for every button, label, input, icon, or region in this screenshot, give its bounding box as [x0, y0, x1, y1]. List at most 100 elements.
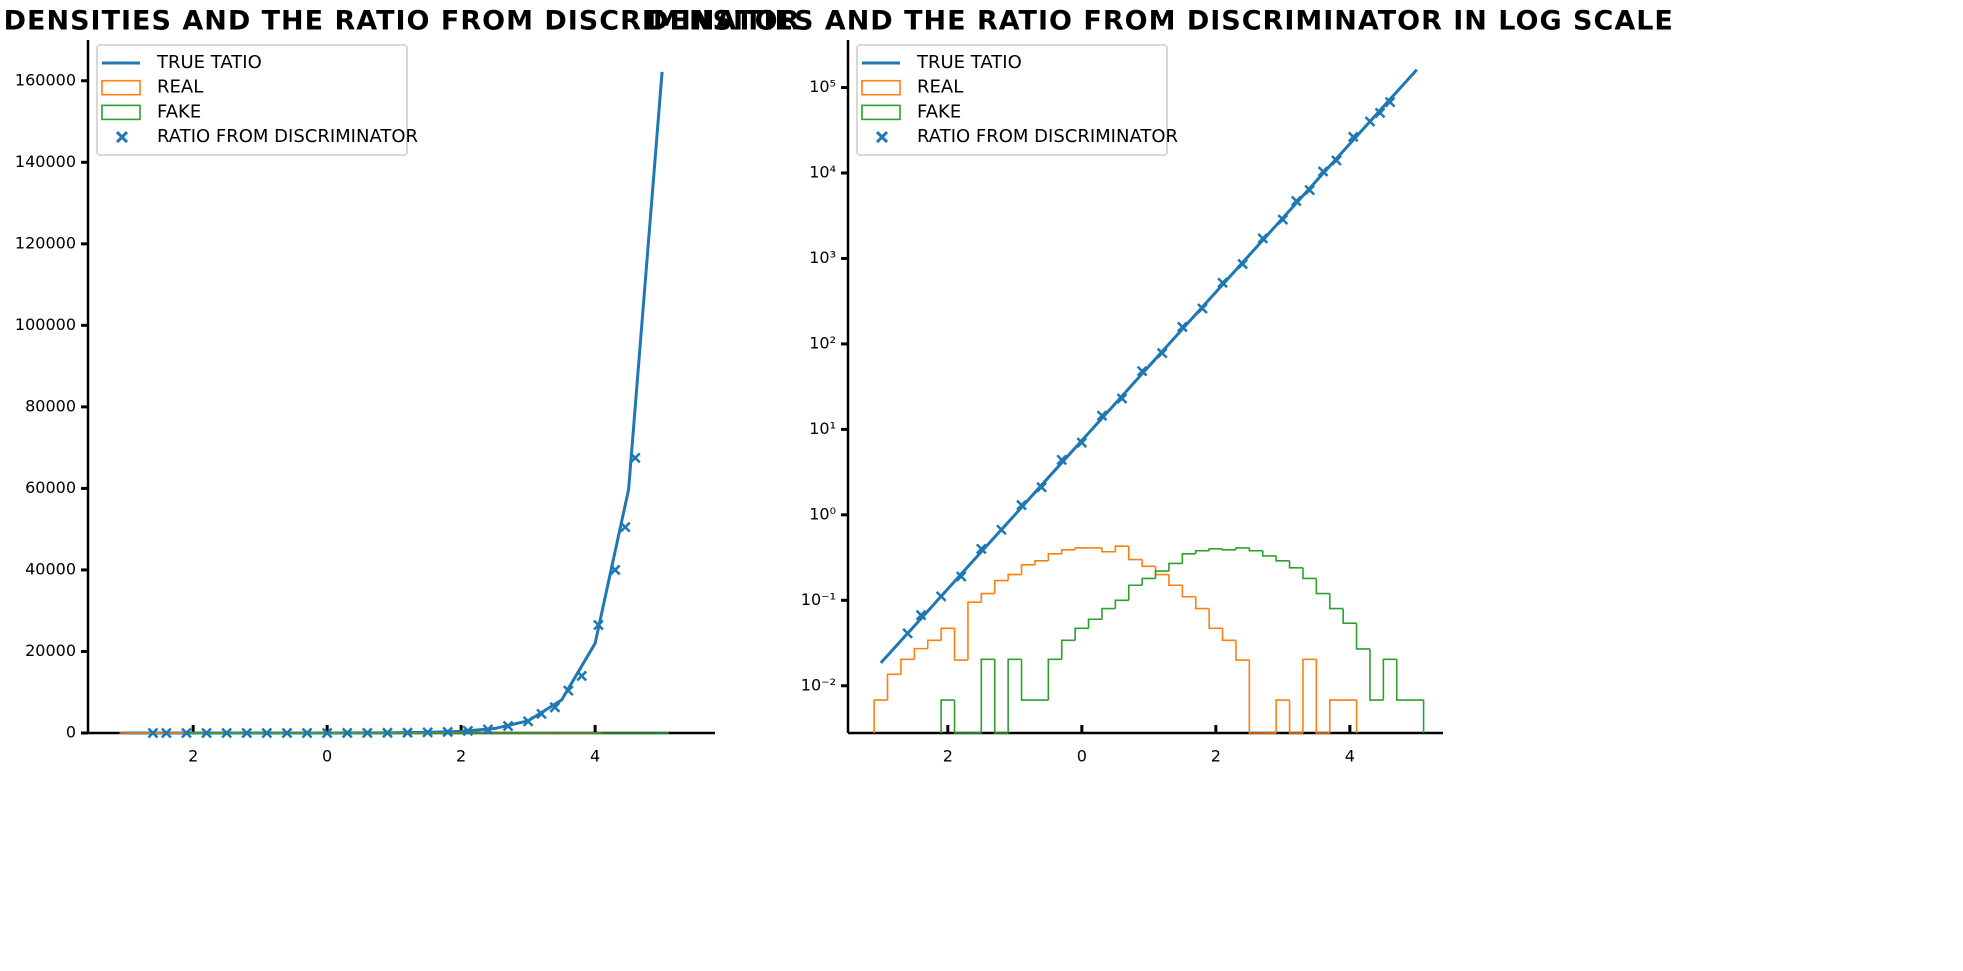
scatter-point	[442, 726, 454, 738]
scatter-point	[915, 609, 927, 621]
histogram-step	[1355, 623, 1370, 650]
histogram-step	[1315, 659, 1330, 734]
histogram-step	[1343, 699, 1358, 733]
x-tick-label: 2	[456, 747, 466, 766]
scatter-point	[1384, 96, 1396, 108]
histogram-step	[1114, 599, 1129, 609]
histogram-step	[1060, 639, 1076, 660]
y-tick-label: 60000	[25, 478, 76, 497]
histogram-step	[993, 579, 1009, 594]
scatter-point	[221, 727, 233, 739]
scatter-point	[619, 521, 631, 533]
y-tick-label: 10⁵	[809, 77, 836, 96]
y-tick-label: 10²	[809, 333, 836, 352]
scatter-point	[382, 727, 393, 739]
histogram-step	[1007, 658, 1022, 733]
histogram-step	[900, 658, 915, 675]
y-tick-label: 10⁻¹	[801, 590, 836, 609]
x-tick-label: 2	[943, 747, 953, 766]
scatter-point	[1331, 155, 1342, 166]
histogram-step	[1060, 548, 1076, 554]
scatter-point	[1096, 410, 1108, 421]
scatter-point	[1374, 107, 1386, 119]
legend-label: TRUE TATIO	[916, 52, 1022, 73]
histogram-step	[1087, 618, 1102, 629]
histogram-step	[886, 673, 901, 701]
scatter-point	[1016, 499, 1027, 511]
y-tick-label: 10⁰	[809, 504, 836, 523]
scatter-point	[536, 708, 547, 720]
histogram-step	[1261, 550, 1277, 557]
scatter-point	[935, 591, 947, 602]
legend-box	[856, 44, 1168, 156]
histogram-step	[1288, 700, 1303, 734]
y-tick-label: 0	[66, 723, 76, 742]
legend-label: RATIO FROM DISCRIMINATOR	[157, 126, 418, 147]
y-tick-label: 160000	[15, 70, 76, 89]
legend-patch	[861, 79, 901, 96]
histogram-step	[1275, 555, 1290, 562]
scatter-point	[341, 727, 353, 739]
y-tick-label: 120000	[15, 233, 76, 252]
scatter-point	[1197, 303, 1208, 314]
histogram-step	[1181, 585, 1196, 598]
histogram-step	[1369, 648, 1384, 701]
scatter-point	[576, 670, 588, 682]
histogram-step	[1047, 553, 1062, 561]
y-tick-label: 10¹	[809, 419, 836, 438]
histogram-step	[1074, 627, 1089, 641]
histogram-step	[1288, 560, 1303, 569]
histogram-step	[967, 601, 982, 661]
y-tick-label: 40000	[25, 559, 76, 578]
scatter-point	[522, 715, 534, 727]
chart-title: DENSITIES AND THE RATIO FROM DISCRIMINAT…	[646, 6, 1674, 37]
scatter-point	[975, 543, 987, 555]
scatter-point	[1317, 166, 1329, 177]
scatter-point	[1036, 481, 1048, 493]
histogram-step	[980, 592, 995, 603]
scatter-point	[1364, 116, 1376, 127]
legend-label: FAKE	[917, 101, 961, 122]
scatter-point	[1156, 347, 1168, 359]
histogram-step	[1007, 573, 1022, 581]
histogram-step	[1074, 547, 1089, 550]
true-ratio-line	[126, 71, 664, 735]
legend-label: RATIO FROM DISCRIMINATOR	[917, 126, 1178, 147]
histogram-step	[1168, 574, 1183, 587]
histogram-step	[1141, 559, 1156, 568]
histogram-step	[1382, 658, 1397, 701]
y-tick-label: 20000	[25, 641, 76, 660]
legend-marker	[875, 131, 889, 144]
scatter-point	[361, 727, 373, 739]
scatter-point	[402, 727, 413, 739]
histogram-step	[1101, 607, 1116, 620]
histogram-step	[980, 658, 995, 733]
histogram-step	[1248, 660, 1263, 734]
histogram-step	[1127, 546, 1143, 561]
scatter-point	[562, 685, 574, 696]
histogram-step	[1328, 699, 1344, 733]
y-tick-label: 10⁴	[809, 163, 836, 182]
legend-label: TRUE TATIO	[156, 52, 262, 73]
histogram-step	[1221, 548, 1236, 551]
histogram-step	[1127, 584, 1143, 601]
legend-patch	[101, 79, 141, 96]
scatter-point	[593, 619, 604, 631]
legend-label: REAL	[917, 77, 963, 98]
scatter-point	[181, 727, 192, 739]
histogram-step	[873, 699, 888, 733]
scatter-point	[241, 727, 253, 739]
histogram-step	[1141, 577, 1156, 586]
histogram-step	[1020, 564, 1035, 575]
legend-label: FAKE	[157, 101, 201, 122]
scatter-point	[1176, 321, 1188, 333]
scatter-point	[462, 725, 474, 737]
y-tick-label: 100000	[15, 315, 76, 334]
legend-marker	[115, 131, 129, 144]
histogram-step	[1315, 578, 1330, 595]
scatter-point	[147, 727, 159, 739]
x-tick-label: 4	[590, 747, 600, 766]
scatter-point	[502, 720, 514, 732]
scatter-point	[549, 701, 561, 713]
